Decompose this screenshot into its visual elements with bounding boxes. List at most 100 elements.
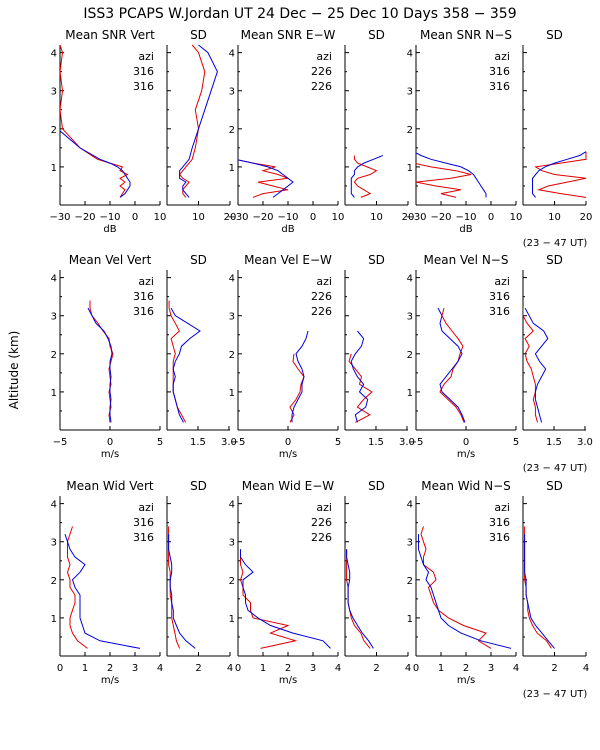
- mean-vel-3-ytick-label: 2: [407, 350, 413, 361]
- mean-wid-3-lines: [418, 526, 512, 649]
- mean-vel-2-ytick-label: 4: [229, 274, 235, 285]
- mean-snr-3-ytick-label: 1: [407, 163, 413, 174]
- mean-snr-3-series-b-line: [416, 152, 487, 198]
- mean-snr-1-series-a-line: [60, 44, 129, 198]
- mean-vel-2-ytick-label: 1: [229, 388, 235, 399]
- mean-vel-1-ytick-label: 1: [51, 388, 57, 399]
- mean-snr-1-xtick-label: −10: [99, 212, 120, 223]
- sd-wid-2-xtick-label: 4: [405, 663, 411, 674]
- mean-snr-2-title: Mean SNR E−W: [241, 28, 336, 42]
- mean-wid-1-xtick-label: 4: [157, 663, 163, 674]
- mean-wid-3-ytick-label: 4: [407, 500, 413, 511]
- mean-snr-1-xtick-label: −20: [74, 212, 95, 223]
- mean-wid-3-xtick-label: 2: [463, 663, 469, 674]
- mean-wid-3-series-b-line: [418, 534, 512, 649]
- sd-vel-3-series-a-line: [523, 308, 538, 423]
- mean-vel-2-ytick-label: 2: [229, 350, 235, 361]
- mean-wid-1-ytick-label: 3: [51, 538, 57, 549]
- mean-wid-3-title: Mean Wid N−S: [421, 479, 511, 493]
- sd-wid-1-xtick-label: 4: [227, 663, 233, 674]
- mean-snr-2-legend-b: 226: [311, 80, 332, 93]
- sd-snr-3-lines: [532, 151, 587, 198]
- mean-snr-3-xlabel: dB: [459, 224, 472, 235]
- sd-vel-1-xtick-label: 3.0: [221, 437, 237, 448]
- sd-snr-3-title: SD: [546, 28, 563, 42]
- mean-vel-3-ytick-label: 3: [407, 312, 413, 323]
- mean-vel-3-xtick-label: 5: [513, 437, 519, 448]
- mean-wid-2-xtick-label: 0: [235, 663, 241, 674]
- mean-vel-2-legend-head: azi: [316, 275, 332, 288]
- mean-snr-1-xtick-label: −30: [49, 212, 70, 223]
- mean-snr-3-ytick-label: 4: [407, 49, 413, 60]
- mean-vel-2-series-a-line: [289, 353, 305, 423]
- mean-vel-1-lines: [87, 300, 114, 423]
- mean-wid-1-lines: [64, 526, 141, 649]
- sd-wid-2-xtick-label: 2: [373, 663, 379, 674]
- mean-snr-1-ytick-label: 1: [51, 163, 57, 174]
- sd-wid-1-xtick-label: 2: [195, 663, 201, 674]
- sd-vel-3-xtick-label: 3.0: [577, 437, 593, 448]
- mean-snr-2-ytick-label: 1: [229, 163, 235, 174]
- mean-snr-3-xtick-label: 0: [488, 212, 494, 223]
- mean-snr-3-legend-head: azi: [494, 50, 510, 63]
- mean-snr-2-ytick-label: 4: [229, 49, 235, 60]
- mean-wid-1-series-a-line: [66, 526, 88, 649]
- mean-snr-2-xtick-label: 10: [332, 212, 345, 223]
- mean-wid-1-xtick-label: 3: [132, 663, 138, 674]
- sd-wid-2-title: SD: [368, 479, 385, 493]
- mean-vel-3-title: Mean Vel N−S: [424, 253, 509, 267]
- mean-wid-2-ytick-label: 3: [229, 538, 235, 549]
- sd-wid-2-lines: [346, 549, 374, 649]
- panel-snr-2: 1 2 3 4 −30 −20 −10 0 10 Mean SNR E−W azi 226 226 dB 1…: [227, 28, 414, 235]
- mean-vel-3-series-b-line: [437, 307, 466, 423]
- mean-snr-1-xtick-label: 0: [132, 212, 138, 223]
- mean-wid-1-ytick-label: 2: [51, 576, 57, 587]
- mean-snr-2-lines: [238, 159, 294, 198]
- mean-wid-1-ytick-label: 4: [51, 500, 57, 511]
- mean-wid-3-xtick-label: 1: [438, 663, 444, 674]
- mean-wid-2-ytick-label: 2: [229, 576, 235, 587]
- sd-vel-3-title: SD: [546, 253, 563, 267]
- sd-snr-2-series-b-line: [350, 155, 383, 198]
- mean-wid-2-xtick-label: 4: [335, 663, 341, 674]
- mean-snr-3-xtick-label: −30: [405, 212, 426, 223]
- mean-wid-2-series-a-line: [239, 549, 298, 649]
- sd-snr-2-series-a-line: [353, 155, 378, 198]
- mean-wid-2-legend-head: azi: [316, 501, 332, 514]
- mean-vel-1-ytick-label: 2: [51, 350, 57, 361]
- sd-wid-1-lines: [168, 526, 196, 649]
- mean-wid-3-series-a-line: [420, 526, 492, 649]
- mean-vel-1-ytick-label: 4: [51, 274, 57, 285]
- mean-vel-1-ytick-label: 3: [51, 312, 57, 323]
- mean-wid-1-legend-head: azi: [138, 501, 154, 514]
- mean-wid-2-lines: [239, 549, 331, 649]
- panel-snr-1: 1 2 3 4 −30 −20 −10 0 10 Mean SNR Vert azi 316 316 dB…: [49, 28, 236, 235]
- mean-wid-1-xtick-label: 0: [57, 663, 63, 674]
- mean-wid-1-xlabel: m/s: [101, 675, 119, 686]
- sd-vel-2-series-b-line: [350, 330, 369, 423]
- panel-vel-1: 1 2 3 4 −5 0 5 Mean Vel Vert azi 316 316 m/s 1.5 3.0 S…: [51, 253, 237, 460]
- mean-vel-3-xtick-label: −5: [409, 437, 424, 448]
- mean-snr-2-series-b-line: [238, 159, 294, 198]
- mean-vel-2-xtick-label: −5: [231, 437, 246, 448]
- mean-snr-1-legend-a: 316: [133, 65, 154, 78]
- mean-vel-3-legend-a: 316: [489, 290, 510, 303]
- sd-wid-3-title: SD: [546, 479, 563, 493]
- mean-vel-3-xlabel: m/s: [457, 449, 475, 460]
- mean-vel-2-title: Mean Vel E−W: [244, 253, 332, 267]
- mean-vel-3-xtick-label: 0: [463, 437, 469, 448]
- mean-wid-3-ytick-label: 2: [407, 576, 413, 587]
- mean-snr-2-ytick-label: 2: [229, 125, 235, 136]
- mean-snr-1-ytick-label: 2: [51, 125, 57, 136]
- mean-snr-3-xtick-label: −20: [430, 212, 451, 223]
- mean-snr-3-legend-b: 316: [489, 80, 510, 93]
- mean-vel-2-xlabel: m/s: [279, 449, 297, 460]
- mean-wid-2-title: Mean Wid E−W: [242, 479, 335, 493]
- mean-wid-3-legend-a: 316: [489, 516, 510, 529]
- mean-wid-1-series-b-line: [64, 533, 141, 649]
- mean-snr-1-xlabel: dB: [103, 224, 116, 235]
- mean-vel-3-lines: [437, 307, 466, 423]
